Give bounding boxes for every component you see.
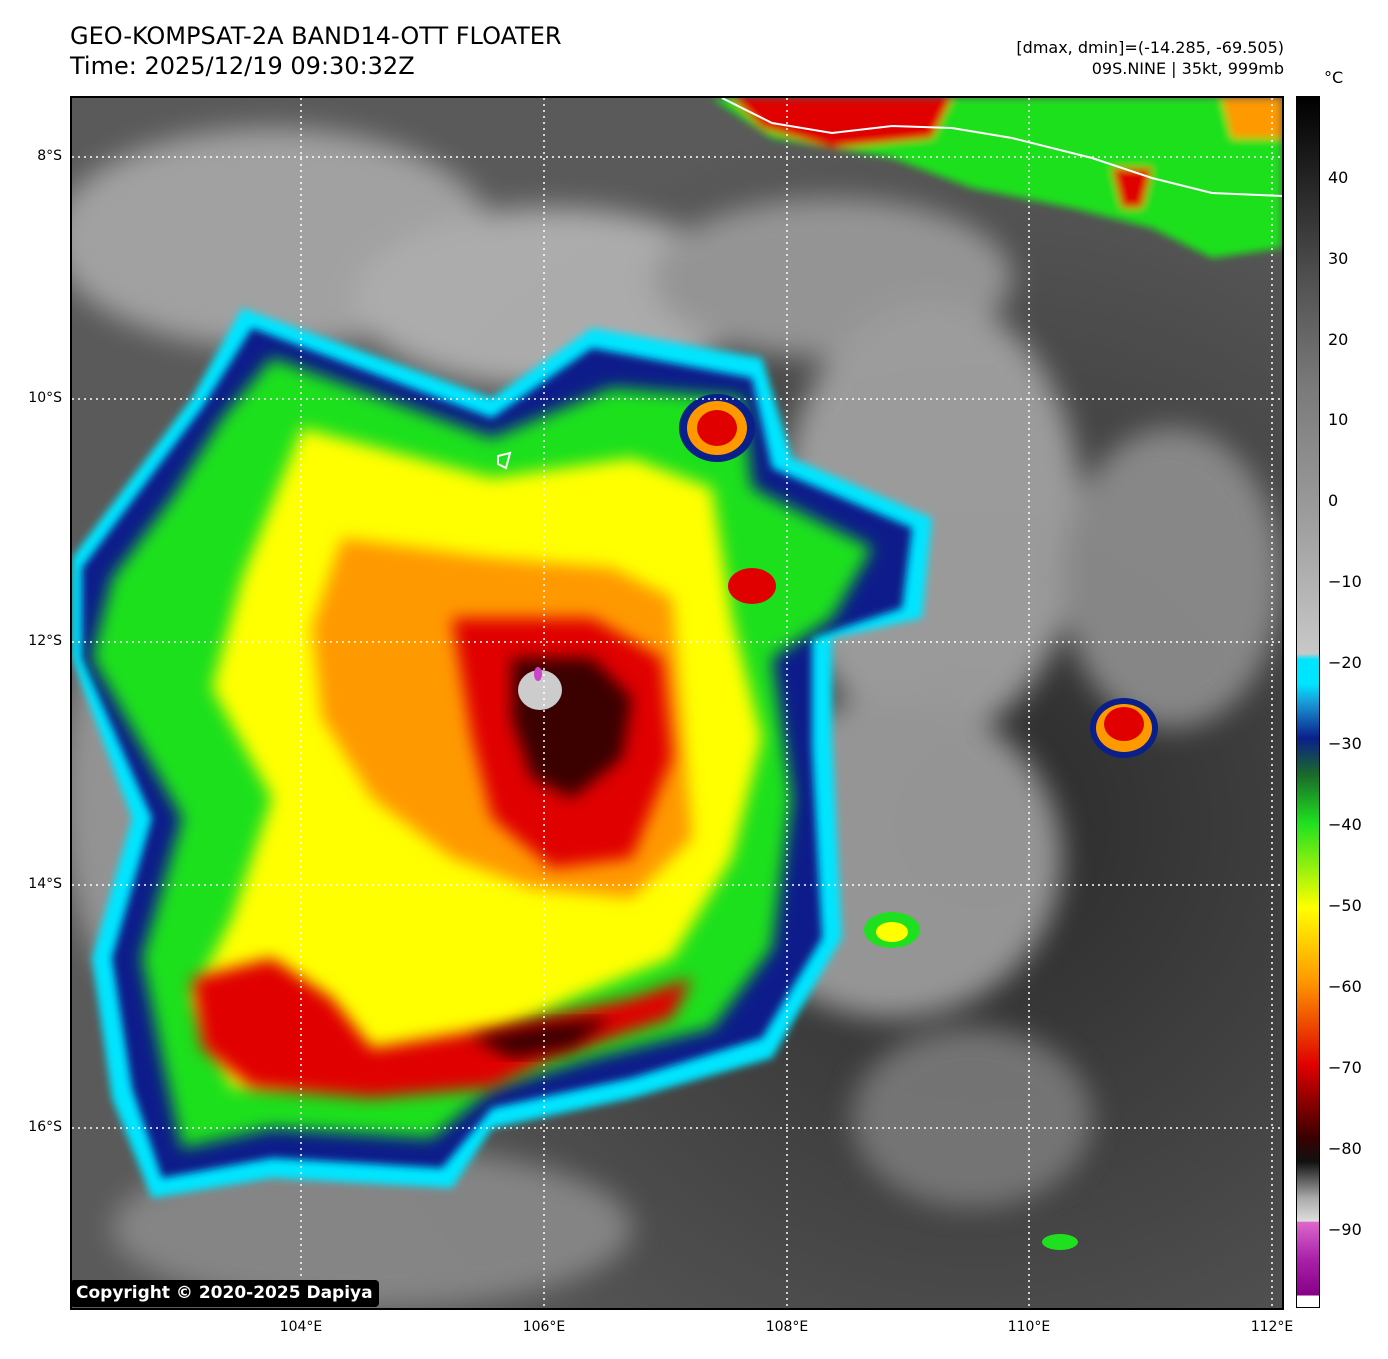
colorbar-tick-neg60: −60 xyxy=(1328,977,1362,996)
colorbar-tick-40: 40 xyxy=(1328,168,1349,187)
lon-label-112e: 112°E xyxy=(1250,1319,1294,1335)
lon-label-110e: 110°E xyxy=(1007,1319,1051,1335)
copyright-label: Copyright © 2020-2025 Dapiya xyxy=(70,1280,379,1307)
colorbar-tick-neg40: −40 xyxy=(1328,815,1362,834)
temperature-range-info: [dmax, dmin]=(-14.285, -69.505) xyxy=(1016,38,1284,57)
lon-label-104e: 104°E xyxy=(279,1319,323,1335)
christmas-island-outline xyxy=(497,451,512,470)
storm-info: 09S.NINE | 35kt, 999mb xyxy=(1091,59,1284,78)
colorbar-tick-neg20: −20 xyxy=(1328,653,1362,672)
colorbar-tick-neg50: −50 xyxy=(1328,896,1362,915)
colorbar-tick-neg80: −80 xyxy=(1328,1139,1362,1158)
colorbar-tick-30: 30 xyxy=(1328,249,1349,268)
gridlines xyxy=(72,98,1282,1308)
satellite-image xyxy=(70,96,1284,1310)
temperature-colorbar xyxy=(1296,96,1320,1308)
java-convection xyxy=(712,98,1282,258)
storm-cloud-system xyxy=(72,308,932,1198)
colorbar-unit: °C xyxy=(1324,68,1344,87)
lat-label-12s: 12°S xyxy=(28,633,62,649)
isolated-cells xyxy=(679,394,1158,1250)
overshooting-top xyxy=(518,670,562,710)
colorbar-tick-0: 0 xyxy=(1328,491,1339,510)
colorbar-tick-neg10: −10 xyxy=(1328,572,1362,591)
map-timestamp: Time: 2025/12/19 09:30:32Z xyxy=(70,52,415,80)
coastline xyxy=(721,98,1282,197)
map-title: GEO-KOMPSAT-2A BAND14-OTT FLOATER xyxy=(70,22,562,50)
colorbar-tick-20: 20 xyxy=(1328,330,1349,349)
lon-label-108e: 108°E xyxy=(765,1319,809,1335)
lon-label-106e: 106°E xyxy=(522,1319,566,1335)
lat-label-14s: 14°S xyxy=(28,876,62,892)
lat-label-8s: 8°S xyxy=(37,148,62,164)
lat-label-16s: 16°S xyxy=(28,1119,62,1135)
colorbar-tick-neg90: −90 xyxy=(1328,1220,1362,1239)
colorbar-tick-neg30: −30 xyxy=(1328,734,1362,753)
colorbar-tick-10: 10 xyxy=(1328,410,1349,429)
colorbar-tick-neg70: −70 xyxy=(1328,1058,1362,1077)
lat-label-10s: 10°S xyxy=(28,390,62,406)
infrared-imagery xyxy=(72,98,1282,1308)
